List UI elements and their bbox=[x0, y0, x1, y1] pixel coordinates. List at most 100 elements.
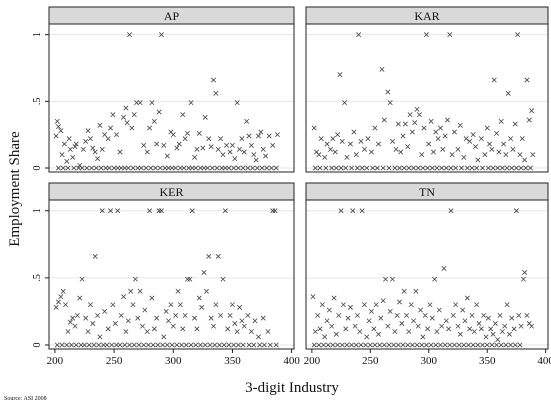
data-point bbox=[483, 334, 489, 340]
data-point bbox=[344, 342, 350, 348]
data-point bbox=[229, 302, 235, 308]
data-point bbox=[61, 141, 67, 147]
data-point bbox=[176, 141, 182, 147]
data-point bbox=[229, 142, 235, 148]
data-point bbox=[460, 307, 466, 313]
data-point bbox=[134, 100, 140, 106]
data-point bbox=[381, 342, 387, 348]
data-point bbox=[420, 334, 426, 340]
data-point bbox=[495, 165, 501, 171]
data-point bbox=[494, 130, 500, 136]
data-point bbox=[400, 133, 406, 139]
y-tick-label: 0 bbox=[32, 166, 43, 171]
data-point bbox=[160, 342, 166, 348]
data-point bbox=[506, 331, 512, 337]
data-point bbox=[147, 208, 153, 214]
data-point bbox=[455, 146, 461, 152]
data-point bbox=[117, 342, 123, 348]
data-point bbox=[337, 72, 343, 78]
data-point bbox=[439, 165, 445, 171]
data-point bbox=[79, 276, 85, 282]
data-point bbox=[130, 165, 136, 171]
data-point bbox=[376, 331, 381, 337]
data-point bbox=[324, 318, 330, 324]
data-point bbox=[505, 90, 511, 96]
data-point bbox=[391, 342, 397, 348]
data-point bbox=[180, 112, 186, 118]
data-point bbox=[184, 130, 190, 136]
data-point bbox=[524, 312, 530, 318]
data-point bbox=[224, 142, 230, 148]
data-point bbox=[121, 294, 127, 300]
data-point bbox=[509, 165, 515, 171]
data-point bbox=[218, 136, 224, 142]
data-point bbox=[374, 165, 380, 171]
data-point bbox=[363, 342, 369, 348]
data-point bbox=[239, 136, 245, 142]
data-point bbox=[412, 120, 418, 126]
data-point bbox=[364, 165, 370, 171]
data-point bbox=[325, 342, 331, 348]
data-point bbox=[105, 326, 111, 332]
data-point bbox=[455, 323, 461, 329]
data-point bbox=[222, 165, 228, 171]
data-point bbox=[124, 120, 130, 126]
data-point bbox=[65, 329, 71, 335]
data-point bbox=[370, 165, 376, 171]
data-point bbox=[196, 295, 202, 301]
data-point bbox=[338, 165, 344, 171]
data-point bbox=[137, 100, 143, 106]
data-point bbox=[434, 329, 440, 335]
data-point bbox=[92, 149, 98, 155]
data-point bbox=[509, 315, 515, 321]
data-point bbox=[264, 165, 270, 171]
data-point bbox=[462, 318, 468, 324]
data-point bbox=[379, 66, 385, 72]
data-point bbox=[168, 302, 174, 308]
data-point bbox=[259, 165, 265, 171]
data-point bbox=[358, 138, 364, 144]
data-point bbox=[182, 312, 188, 318]
data-point bbox=[248, 142, 254, 148]
data-point bbox=[67, 319, 73, 325]
data-point bbox=[433, 129, 439, 135]
data-point bbox=[256, 334, 261, 340]
data-point bbox=[55, 124, 61, 130]
data-point bbox=[220, 276, 226, 282]
data-point bbox=[409, 129, 415, 135]
data-point bbox=[394, 312, 400, 318]
data-point bbox=[508, 136, 514, 142]
data-point bbox=[404, 312, 410, 318]
data-point bbox=[354, 165, 360, 171]
data-point bbox=[113, 132, 119, 138]
data-point bbox=[130, 302, 136, 308]
data-point bbox=[504, 165, 510, 171]
y-axis-label: Employment Share bbox=[7, 131, 23, 247]
data-point bbox=[102, 132, 108, 138]
data-point bbox=[461, 342, 467, 348]
data-point bbox=[117, 149, 123, 155]
data-point bbox=[485, 315, 491, 321]
data-point bbox=[480, 165, 486, 171]
data-point bbox=[328, 146, 334, 152]
data-point bbox=[128, 288, 134, 294]
data-point bbox=[471, 329, 477, 335]
data-point bbox=[311, 125, 317, 131]
data-point bbox=[216, 342, 222, 348]
data-point bbox=[329, 323, 335, 329]
data-point bbox=[73, 141, 79, 147]
data-point bbox=[490, 165, 496, 171]
data-point bbox=[451, 129, 457, 135]
panel-tn: TN 200 250 300 350 400 bbox=[304, 182, 551, 367]
data-point bbox=[143, 165, 149, 171]
data-point bbox=[463, 136, 469, 142]
data-point bbox=[102, 308, 108, 314]
data-point bbox=[73, 342, 79, 348]
data-point bbox=[315, 312, 321, 318]
data-point bbox=[415, 165, 421, 171]
data-point bbox=[64, 342, 70, 348]
data-point bbox=[173, 312, 179, 318]
data-point bbox=[473, 144, 478, 150]
data-point bbox=[450, 312, 456, 318]
data-point bbox=[476, 321, 482, 326]
